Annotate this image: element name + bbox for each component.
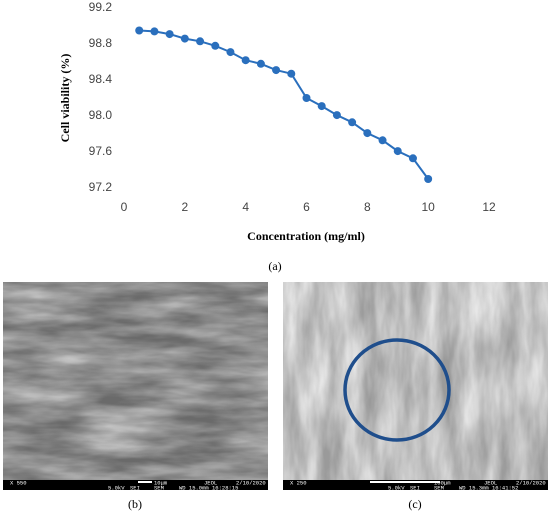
x-tick-label: 12 bbox=[482, 200, 496, 214]
point bbox=[211, 41, 220, 50]
scale-bar bbox=[138, 481, 152, 483]
sem-info: 100μm bbox=[434, 479, 451, 486]
line bbox=[139, 29, 429, 180]
x-axis-label: Concentration (mg/ml) bbox=[247, 229, 365, 243]
x-tick-label: 4 bbox=[242, 200, 249, 214]
sem-image bbox=[3, 282, 268, 490]
sem-info: X 250 bbox=[290, 479, 307, 486]
x-tick-label: 6 bbox=[303, 200, 310, 214]
point bbox=[180, 34, 189, 43]
sem-info: JEOL bbox=[484, 479, 497, 486]
x-tick-label: 0 bbox=[121, 200, 128, 214]
point bbox=[363, 129, 372, 138]
y-tick-label: 98.4 bbox=[89, 72, 113, 86]
point bbox=[408, 154, 417, 163]
caption: (c) bbox=[408, 497, 421, 511]
point bbox=[226, 48, 235, 57]
point bbox=[256, 59, 265, 68]
x-tick-label: 2 bbox=[181, 200, 188, 214]
point bbox=[302, 94, 311, 102]
y-tick-label: 98.8 bbox=[89, 36, 113, 50]
sem-info: 2/10/2020 bbox=[516, 479, 546, 486]
point bbox=[287, 69, 296, 78]
scale-bar bbox=[370, 481, 440, 483]
sem-info: JEOL bbox=[204, 479, 217, 486]
point bbox=[348, 118, 357, 127]
x-tick-label: 8 bbox=[364, 200, 371, 214]
y-tick-label: 98.0 bbox=[89, 108, 113, 122]
y-tick-label: 99.2 bbox=[89, 0, 113, 14]
point bbox=[165, 30, 174, 39]
point bbox=[272, 66, 281, 75]
y-tick-label: 97.2 bbox=[89, 180, 113, 194]
point bbox=[378, 136, 387, 145]
sem-info: SEI bbox=[410, 484, 420, 491]
point bbox=[196, 37, 205, 46]
point bbox=[393, 147, 402, 156]
point bbox=[135, 26, 144, 35]
sem-image bbox=[283, 282, 548, 490]
y-tick-label: 97.6 bbox=[89, 144, 113, 158]
caption: (b) bbox=[128, 497, 142, 511]
sem-info: 5.0kV bbox=[108, 484, 125, 491]
point bbox=[424, 175, 433, 183]
sem-info: X 550 bbox=[10, 479, 27, 486]
sem-info: 10μm bbox=[154, 479, 168, 486]
sem-info: 5.0kV bbox=[388, 484, 405, 491]
point bbox=[150, 27, 159, 36]
x-tick-label: 10 bbox=[421, 200, 435, 214]
sem-info: WD 15.0mm 16:28:15 bbox=[179, 484, 238, 491]
sem-info: 2/10/2020 bbox=[236, 479, 266, 486]
point bbox=[317, 102, 326, 111]
sem-info: SEM bbox=[154, 484, 164, 491]
sem-info: SEI bbox=[130, 484, 140, 491]
caption: (a) bbox=[268, 259, 281, 273]
highlight-circle bbox=[343, 338, 451, 442]
sem-info: WD 15.3mm 16:41:52 bbox=[459, 484, 518, 491]
point bbox=[332, 111, 341, 120]
y-axis-label: Cell viability (%) bbox=[58, 54, 72, 143]
sem-info: SEM bbox=[434, 484, 444, 491]
point bbox=[241, 56, 250, 65]
